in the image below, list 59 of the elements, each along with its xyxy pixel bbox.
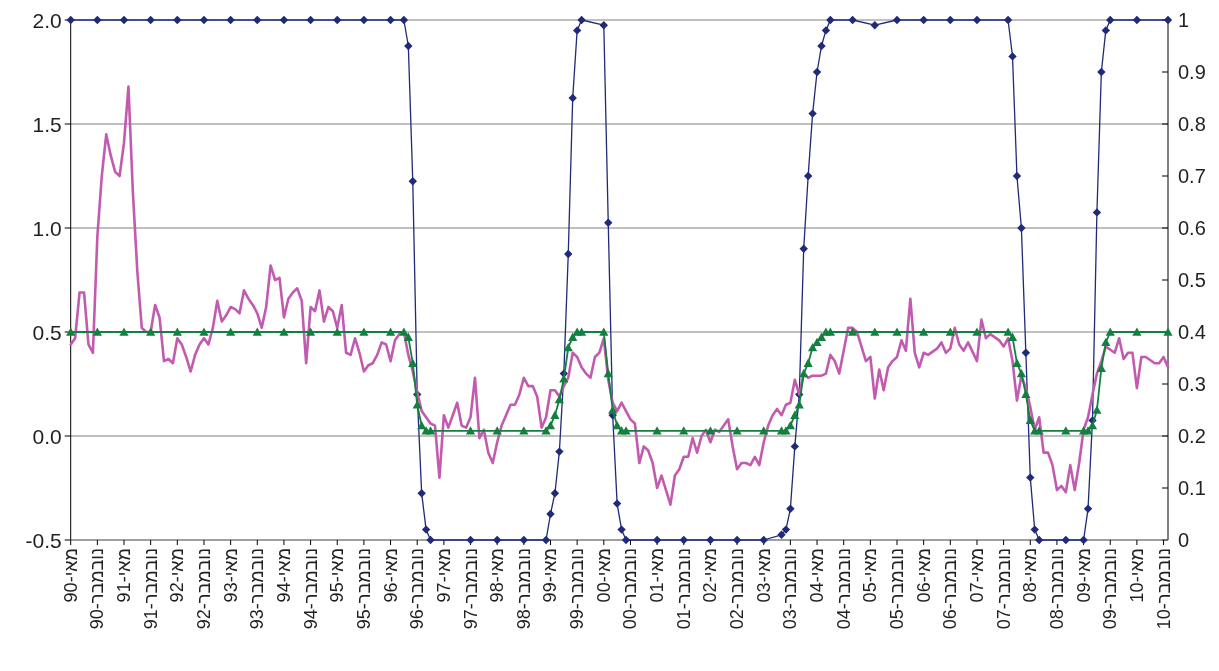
x-tick-label: מאי-94 <box>273 548 294 603</box>
y2-tick-label: 0.7 <box>1178 165 1206 187</box>
x-tick-label: מאי-09 <box>1073 548 1094 603</box>
y2-tick-label: 0 <box>1178 529 1190 551</box>
x-tick-label: מאי-07 <box>966 548 987 603</box>
x-tick-label: מאי-02 <box>700 548 721 603</box>
x-tick-label: מאי-10 <box>1126 548 1147 603</box>
y-tick-label: 1.5 <box>32 112 62 136</box>
x-tick-label: מאי-95 <box>327 548 348 603</box>
x-tick-label: מאי-90 <box>60 548 81 603</box>
y2-tick-label: 0.1 <box>1178 477 1206 499</box>
x-tick-label: נובמבר-07 <box>993 548 1014 630</box>
x-tick-label: נובמבר-99 <box>567 548 588 630</box>
y2-tick-label: 0.4 <box>1178 321 1206 343</box>
x-tick-label: נובמבר-00 <box>620 548 641 630</box>
x-tick-label: מאי-96 <box>380 548 401 603</box>
x-tick-label: נובמבר-98 <box>513 548 534 630</box>
x-tick-label: נובמבר-97 <box>460 548 481 630</box>
y2-tick-label: 0.5 <box>1178 269 1206 291</box>
y2-tick-label: 1 <box>1178 9 1190 31</box>
x-tick-label: נובמבר-93 <box>247 548 268 630</box>
y2-tick-label: 0.6 <box>1178 217 1206 239</box>
y2-tick-label: 0.3 <box>1178 373 1206 395</box>
y2-tick-label: 0.2 <box>1178 425 1206 447</box>
x-tick-label: מאי-92 <box>167 548 188 603</box>
x-tick-label: נובמבר-02 <box>727 548 748 630</box>
x-tick-label: מאי-93 <box>220 548 241 603</box>
x-tick-label: נובמבר-92 <box>193 548 214 630</box>
x-tick-label: מאי-06 <box>913 548 934 603</box>
x-tick-label: נובמבר-95 <box>353 548 374 630</box>
x-tick-label: מאי-98 <box>487 548 508 603</box>
x-tick-label: מאי-97 <box>433 548 454 603</box>
x-tick-label: נובמבר-04 <box>833 548 854 630</box>
y-tick-label: 2.0 <box>32 8 62 32</box>
x-tick-label: נובמבר-10 <box>1153 548 1174 630</box>
y2-tick-label: 0.9 <box>1178 61 1206 83</box>
x-tick-label: נובמבר-09 <box>1100 548 1121 630</box>
x-tick-label: נובמבר-94 <box>300 548 321 630</box>
y-tick-label: 0.0 <box>32 424 62 448</box>
x-tick-label: נובמבר-91 <box>140 548 161 630</box>
x-tick-label: נובמבר-05 <box>887 548 908 630</box>
x-tick-label: נובמבר-08 <box>1046 548 1067 630</box>
x-tick-label: מאי-91 <box>114 548 135 603</box>
x-tick-label: מאי-01 <box>647 548 668 603</box>
x-tick-label: נובמבר-06 <box>940 548 961 630</box>
x-tick-label: נובמבר-96 <box>407 548 428 630</box>
x-tick-label: מאי-08 <box>1020 548 1041 603</box>
x-tick-label: מאי-00 <box>593 548 614 603</box>
y-tick-label: -0.5 <box>25 528 62 552</box>
x-tick-label: מאי-04 <box>807 548 828 603</box>
y-tick-label: 1.0 <box>32 216 62 240</box>
x-tick-label: מאי-99 <box>540 548 561 603</box>
x-tick-label: מאי-03 <box>753 548 774 603</box>
y2-tick-label: 0.8 <box>1178 113 1206 135</box>
x-tick-label: מאי-05 <box>860 548 881 603</box>
x-tick-label: נובמבר-01 <box>673 548 694 630</box>
x-tick-label: נובמבר-03 <box>780 548 801 630</box>
x-tick-label: נובמבר-90 <box>87 548 108 630</box>
y-tick-label: 0.5 <box>32 320 62 344</box>
